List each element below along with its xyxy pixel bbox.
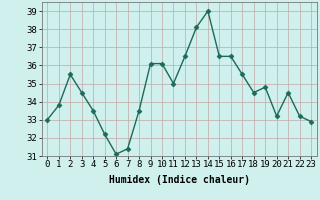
X-axis label: Humidex (Indice chaleur): Humidex (Indice chaleur) (109, 175, 250, 185)
